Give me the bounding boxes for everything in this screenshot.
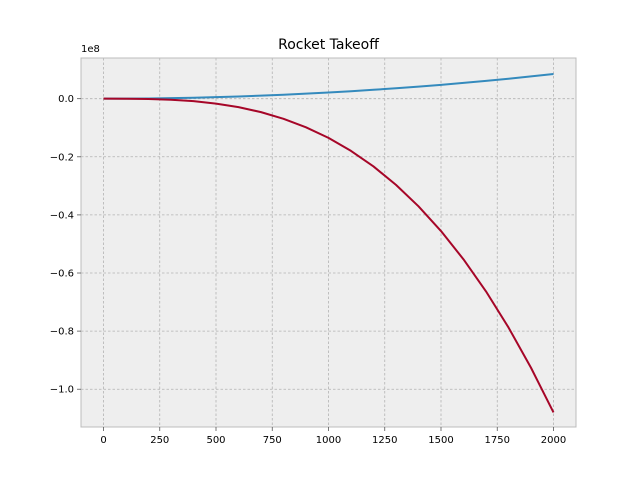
series-layer [103, 73, 555, 413]
y-offset-label: 1e8 [81, 44, 100, 55]
x-tick-label: 1500 [428, 435, 453, 446]
x-tick-label: 2000 [541, 435, 566, 446]
y-tick-label: −0.8 [50, 327, 74, 338]
x-tick-label: 1250 [372, 435, 397, 446]
x-tick-label: 0 [100, 435, 106, 446]
x-tick-label: 500 [206, 435, 225, 446]
x-axis: 0 250 500 750 1000 1250 1500 1750 2000 [100, 427, 566, 446]
x-tick-label: 1750 [485, 435, 510, 446]
y-tick-label: −0.4 [50, 210, 74, 221]
grid-lines [81, 58, 576, 427]
chart-title: Rocket Takeoff [278, 37, 379, 53]
x-tick-label: 250 [150, 435, 169, 446]
x-tick-label: 750 [263, 435, 282, 446]
y-tick-label: −1.0 [50, 385, 74, 396]
y-tick-label: −0.2 [50, 152, 74, 163]
y-tick-label: −0.6 [50, 269, 74, 280]
y-tick-label: 0.0 [58, 94, 74, 105]
series-line-1 [103, 73, 554, 100]
series-line-2 [103, 97, 555, 413]
y-axis: 0.0 −0.2 −0.4 −0.6 −0.8 −1.0 [50, 94, 81, 396]
x-tick-label: 1000 [316, 435, 341, 446]
